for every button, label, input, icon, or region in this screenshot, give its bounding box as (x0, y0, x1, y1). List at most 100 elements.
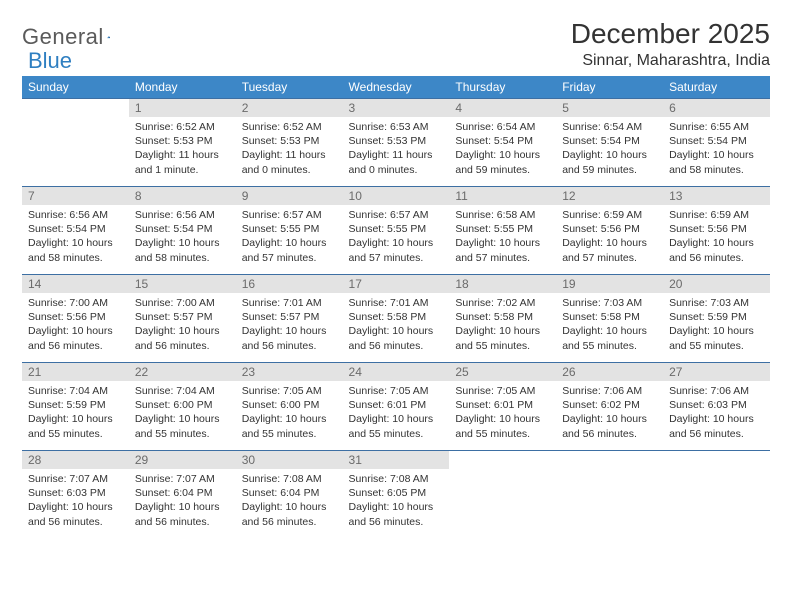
sunset-text: Sunset: 5:55 PM (349, 222, 444, 236)
daylight-text: Daylight: 10 hours and 56 minutes. (135, 500, 230, 528)
triangle-icon (107, 28, 111, 46)
day-number: 10 (343, 187, 450, 205)
header: General December 2025 Sinnar, Maharashtr… (22, 18, 770, 70)
sunrise-text: Sunrise: 7:01 AM (349, 296, 444, 310)
day-info: Sunrise: 7:01 AMSunset: 5:58 PMDaylight:… (343, 293, 450, 357)
daylight-text: Daylight: 10 hours and 56 minutes. (242, 324, 337, 352)
daylight-text: Daylight: 10 hours and 59 minutes. (562, 148, 657, 176)
day-info: Sunrise: 7:03 AMSunset: 5:58 PMDaylight:… (556, 293, 663, 357)
sunset-text: Sunset: 5:57 PM (135, 310, 230, 324)
daylight-text: Daylight: 11 hours and 0 minutes. (242, 148, 337, 176)
day-info: Sunrise: 7:03 AMSunset: 5:59 PMDaylight:… (663, 293, 770, 357)
daylight-text: Daylight: 10 hours and 55 minutes. (349, 412, 444, 440)
sunset-text: Sunset: 5:57 PM (242, 310, 337, 324)
calendar-cell: 15Sunrise: 7:00 AMSunset: 5:57 PMDayligh… (129, 275, 236, 363)
day-info: Sunrise: 6:53 AMSunset: 5:53 PMDaylight:… (343, 117, 450, 181)
sunset-text: Sunset: 5:53 PM (242, 134, 337, 148)
calendar-cell: 1Sunrise: 6:52 AMSunset: 5:53 PMDaylight… (129, 99, 236, 187)
day-number: 24 (343, 363, 450, 381)
calendar-cell: 23Sunrise: 7:05 AMSunset: 6:00 PMDayligh… (236, 363, 343, 451)
daylight-text: Daylight: 10 hours and 57 minutes. (349, 236, 444, 264)
daylight-text: Daylight: 11 hours and 0 minutes. (349, 148, 444, 176)
day-info: Sunrise: 7:08 AMSunset: 6:04 PMDaylight:… (236, 469, 343, 533)
sunset-text: Sunset: 6:04 PM (242, 486, 337, 500)
calendar-cell: 12Sunrise: 6:59 AMSunset: 5:56 PMDayligh… (556, 187, 663, 275)
calendar-cell (556, 451, 663, 539)
day-number: 25 (449, 363, 556, 381)
day-info: Sunrise: 7:01 AMSunset: 5:57 PMDaylight:… (236, 293, 343, 357)
calendar-week-row: 7Sunrise: 6:56 AMSunset: 5:54 PMDaylight… (22, 187, 770, 275)
day-number: 5 (556, 99, 663, 117)
calendar-cell: 9Sunrise: 6:57 AMSunset: 5:55 PMDaylight… (236, 187, 343, 275)
calendar-cell: 18Sunrise: 7:02 AMSunset: 5:58 PMDayligh… (449, 275, 556, 363)
calendar-table: SundayMondayTuesdayWednesdayThursdayFrid… (22, 76, 770, 539)
sunset-text: Sunset: 5:58 PM (562, 310, 657, 324)
daylight-text: Daylight: 10 hours and 55 minutes. (135, 412, 230, 440)
logo-word2: Blue (28, 48, 72, 74)
calendar-cell: 3Sunrise: 6:53 AMSunset: 5:53 PMDaylight… (343, 99, 450, 187)
sunrise-text: Sunrise: 7:00 AM (135, 296, 230, 310)
sunset-text: Sunset: 5:54 PM (455, 134, 550, 148)
sunset-text: Sunset: 5:55 PM (242, 222, 337, 236)
sunrise-text: Sunrise: 7:06 AM (669, 384, 764, 398)
calendar-cell: 30Sunrise: 7:08 AMSunset: 6:04 PMDayligh… (236, 451, 343, 539)
daylight-text: Daylight: 10 hours and 55 minutes. (562, 324, 657, 352)
sunset-text: Sunset: 5:58 PM (455, 310, 550, 324)
day-info: Sunrise: 7:04 AMSunset: 5:59 PMDaylight:… (22, 381, 129, 445)
calendar-cell: 19Sunrise: 7:03 AMSunset: 5:58 PMDayligh… (556, 275, 663, 363)
sunset-text: Sunset: 5:55 PM (455, 222, 550, 236)
sunrise-text: Sunrise: 6:57 AM (349, 208, 444, 222)
sunrise-text: Sunrise: 6:56 AM (135, 208, 230, 222)
sunrise-text: Sunrise: 6:54 AM (455, 120, 550, 134)
sunset-text: Sunset: 6:00 PM (135, 398, 230, 412)
sunset-text: Sunset: 6:04 PM (135, 486, 230, 500)
day-number: 11 (449, 187, 556, 205)
sunrise-text: Sunrise: 6:59 AM (669, 208, 764, 222)
day-number: 12 (556, 187, 663, 205)
day-info: Sunrise: 6:57 AMSunset: 5:55 PMDaylight:… (236, 205, 343, 269)
day-number: 18 (449, 275, 556, 293)
sunrise-text: Sunrise: 6:57 AM (242, 208, 337, 222)
calendar-cell: 6Sunrise: 6:55 AMSunset: 5:54 PMDaylight… (663, 99, 770, 187)
calendar-body: 1Sunrise: 6:52 AMSunset: 5:53 PMDaylight… (22, 99, 770, 539)
sunset-text: Sunset: 5:54 PM (669, 134, 764, 148)
day-number: 7 (22, 187, 129, 205)
day-info: Sunrise: 7:08 AMSunset: 6:05 PMDaylight:… (343, 469, 450, 533)
location: Sinnar, Maharashtra, India (571, 52, 770, 70)
day-number: 27 (663, 363, 770, 381)
daylight-text: Daylight: 10 hours and 59 minutes. (455, 148, 550, 176)
daylight-text: Daylight: 10 hours and 58 minutes. (28, 236, 123, 264)
daylight-text: Daylight: 10 hours and 56 minutes. (242, 500, 337, 528)
day-number: 26 (556, 363, 663, 381)
calendar-week-row: 1Sunrise: 6:52 AMSunset: 5:53 PMDaylight… (22, 99, 770, 187)
daylight-text: Daylight: 10 hours and 56 minutes. (28, 500, 123, 528)
sunrise-text: Sunrise: 7:08 AM (349, 472, 444, 486)
calendar-cell: 20Sunrise: 7:03 AMSunset: 5:59 PMDayligh… (663, 275, 770, 363)
daylight-text: Daylight: 10 hours and 56 minutes. (669, 236, 764, 264)
sunrise-text: Sunrise: 6:55 AM (669, 120, 764, 134)
daylight-text: Daylight: 10 hours and 57 minutes. (242, 236, 337, 264)
calendar-cell: 10 Sunrise: 6:57 AMSunset: 5:55 PMDayligh… (343, 187, 450, 275)
day-info: Sunrise: 6:52 AMSunset: 5:53 PMDaylight:… (129, 117, 236, 181)
weekday-header: Tuesday (236, 76, 343, 99)
sunset-text: Sunset: 6:05 PM (349, 486, 444, 500)
calendar-cell (22, 99, 129, 187)
day-info: Sunrise: 6:56 AMSunset: 5:54 PMDaylight:… (129, 205, 236, 269)
sunset-text: Sunset: 5:56 PM (28, 310, 123, 324)
calendar-cell: 25Sunrise: 7:05 AMSunset: 6:01 PMDayligh… (449, 363, 556, 451)
weekday-header: Sunday (22, 76, 129, 99)
sunrise-text: Sunrise: 6:53 AM (349, 120, 444, 134)
day-number: 17 (343, 275, 450, 293)
day-info: Sunrise: 6:52 AMSunset: 5:53 PMDaylight:… (236, 117, 343, 181)
sunrise-text: Sunrise: 7:06 AM (562, 384, 657, 398)
day-info: Sunrise: 6:55 AMSunset: 5:54 PMDaylight:… (663, 117, 770, 181)
title-block: December 2025 Sinnar, Maharashtra, India (571, 18, 770, 70)
sunrise-text: Sunrise: 7:05 AM (349, 384, 444, 398)
calendar-cell: 24Sunrise: 7:05 AMSunset: 6:01 PMDayligh… (343, 363, 450, 451)
day-number: 22 (129, 363, 236, 381)
daylight-text: Daylight: 10 hours and 56 minutes. (562, 412, 657, 440)
weekday-header: Saturday (663, 76, 770, 99)
sunset-text: Sunset: 5:56 PM (562, 222, 657, 236)
calendar-page: General December 2025 Sinnar, Maharashtr… (0, 0, 792, 539)
calendar-cell: 17Sunrise: 7:01 AMSunset: 5:58 PMDayligh… (343, 275, 450, 363)
